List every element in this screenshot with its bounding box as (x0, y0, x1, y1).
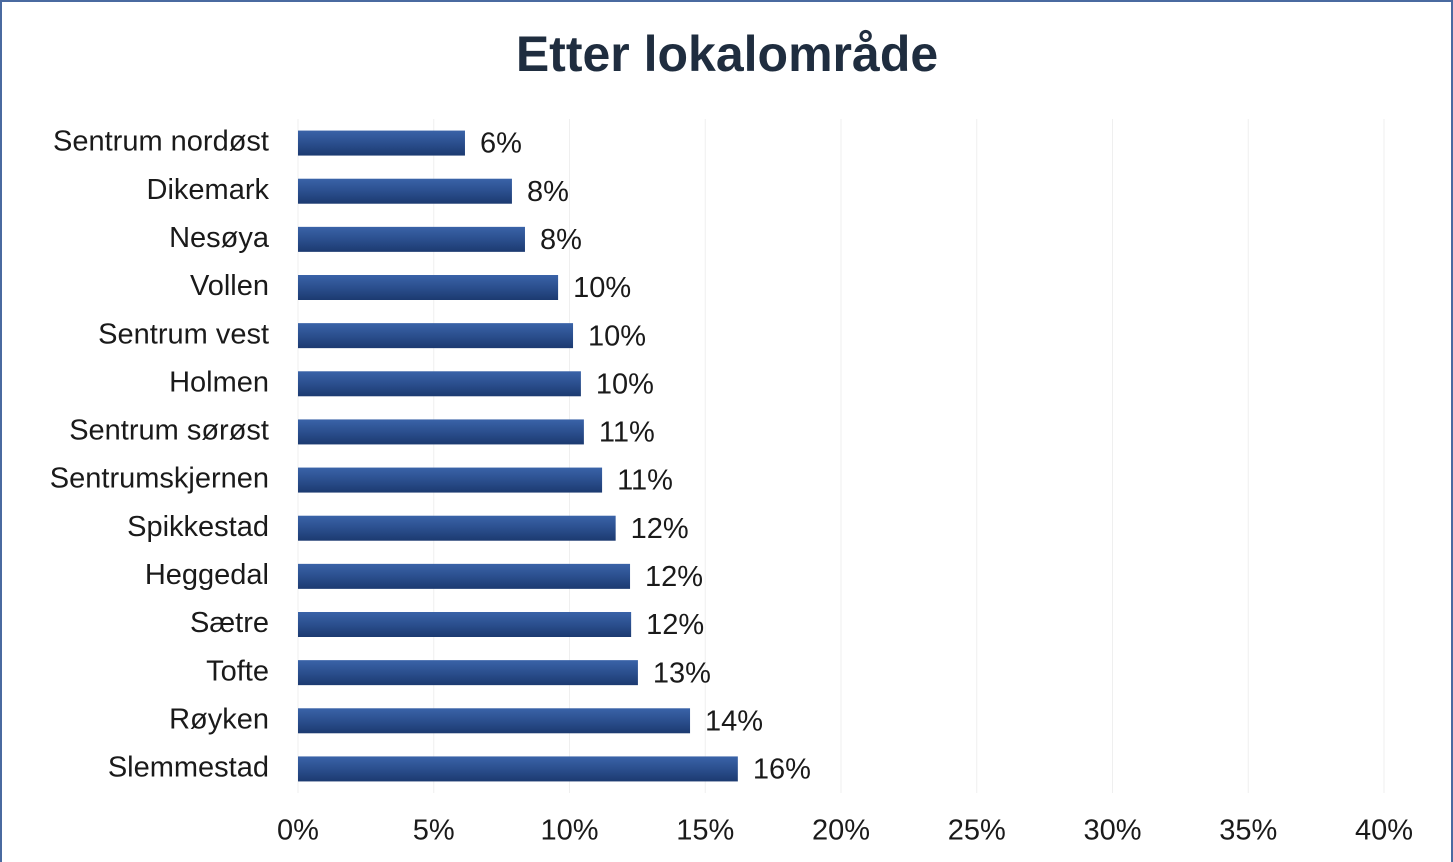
data-label: 10% (573, 272, 631, 304)
x-tick-label: 20% (812, 815, 870, 847)
bar (298, 563, 631, 589)
y-tick-label: Heggedal (145, 559, 269, 591)
bar (298, 756, 738, 782)
y-tick-label: Sentrum nordøst (53, 126, 269, 158)
bar (298, 467, 603, 493)
y-tick-label: Sentrum sørøst (69, 415, 269, 447)
x-tick-label: 25% (948, 815, 1006, 847)
y-tick-label: Sentrumskjernen (50, 463, 269, 495)
data-label: 12% (645, 561, 703, 593)
x-tick-label: 35% (1219, 815, 1277, 847)
data-label: 10% (588, 320, 646, 352)
data-label: 16% (753, 754, 811, 786)
data-label: 8% (540, 224, 582, 256)
x-tick-label: 40% (1355, 815, 1413, 847)
bar (298, 612, 632, 637)
x-tick-label: 10% (540, 815, 598, 847)
bar (298, 130, 465, 156)
bar (298, 660, 638, 686)
y-tick-label: Tofte (206, 655, 269, 687)
y-tick-label: Holmen (169, 366, 269, 398)
data-label: 12% (646, 609, 704, 641)
y-tick-label: Sætre (190, 607, 269, 639)
data-label: 11% (617, 465, 673, 497)
x-tick-label: 15% (676, 815, 734, 847)
bar (298, 178, 512, 204)
bar (298, 371, 581, 397)
chart-title: Etter lokalområde (516, 26, 938, 82)
data-label: 11% (599, 417, 655, 449)
y-tick-label: Sentrum vest (98, 318, 269, 350)
bar (298, 708, 691, 734)
x-tick-label: 5% (413, 815, 455, 847)
bar (298, 419, 584, 445)
data-label: 12% (631, 513, 689, 545)
data-label: 10% (596, 368, 654, 400)
x-tick-label: 30% (1083, 815, 1141, 847)
y-tick-label: Spikkestad (127, 511, 269, 543)
data-label: 14% (705, 705, 763, 737)
data-label: 6% (480, 128, 522, 160)
bar (298, 515, 616, 541)
data-label: 8% (527, 176, 569, 208)
bar (298, 323, 574, 349)
x-tick-label: 0% (277, 815, 319, 847)
bar (298, 275, 559, 300)
data-label: 13% (653, 657, 711, 689)
y-tick-label: Røyken (169, 703, 269, 735)
y-tick-label: Nesøya (169, 222, 270, 254)
y-tick-label: Slemmestad (108, 752, 269, 784)
y-tick-label: Vollen (190, 270, 269, 302)
y-tick-label: Dikemark (147, 174, 270, 206)
bar (298, 226, 525, 252)
